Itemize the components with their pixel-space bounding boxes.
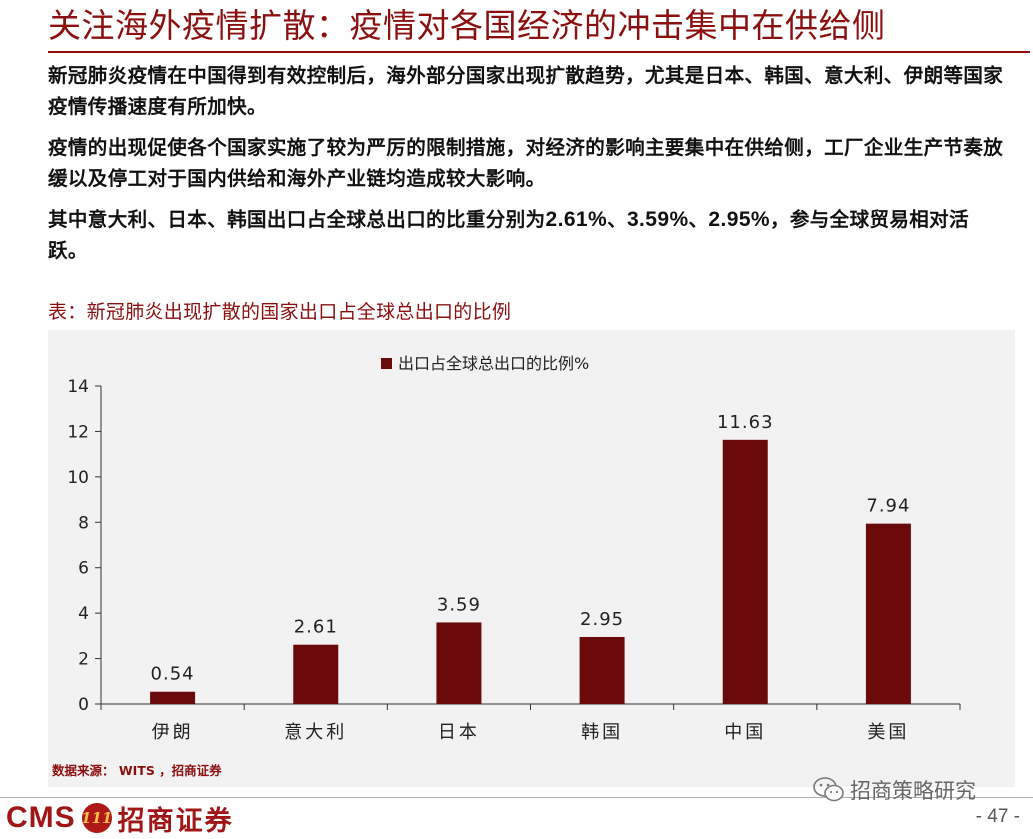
wechat-icon (813, 777, 844, 802)
bar-6 (865, 523, 911, 704)
source-note: 数据来源： WITS ，招商证券 (52, 763, 222, 778)
bar-chart: 0 2 4 6 8 10 12 14 0.54 伊朗 2.61 意大利 3.59 日本 2.95 韩国 11.6… (67, 354, 961, 743)
page-title: 关注海外疫情扩散：疫情对各国经济的冲击集中在供给侧 (48, 6, 886, 45)
category-label: 意大利 (284, 722, 347, 743)
data-label: 7.94 (866, 496, 910, 517)
separator-1: 、 (607, 208, 627, 231)
data-label: 11.63 (717, 412, 774, 433)
title-underline (48, 51, 1030, 53)
paragraph-2: 疫情的出现促使各个国家实施了较为严厉的限制措施，对经济的影响主要集中在供给侧，工… (48, 136, 1004, 190)
logo-seal-icon: 111 (81, 803, 112, 833)
category-label: 中国 (724, 722, 766, 743)
legend-label: 出口占全球总出口的比例% (398, 354, 589, 373)
bar-1 (150, 691, 196, 704)
japan-share-value: 3.59% (626, 208, 689, 231)
cms-logo: CMS 111 招商证券 (6, 798, 234, 838)
data-label: 2.95 (580, 609, 624, 630)
y-tick-label: 12 (67, 422, 89, 442)
bar-5 (722, 439, 768, 704)
footer-divider (0, 797, 1033, 798)
logo-company-name: 招商证券 (117, 805, 234, 837)
table-caption: 表：新冠肺炎出现扩散的国家出口占全球总出口的比例 (48, 301, 512, 323)
logo-cms-text: CMS (6, 801, 76, 834)
paragraph-1: 新冠肺炎疫情在中国得到有效控制后，海外部分国家出现扩散趋势，尤其是日本、韩国、意… (48, 64, 1004, 118)
y-tick-label: 10 (67, 468, 89, 488)
category-label: 伊朗 (152, 722, 194, 743)
y-tick-label: 6 (78, 559, 89, 579)
data-label: 2.61 (294, 617, 338, 638)
wechat-watermark: 招商策略研究 (812, 775, 976, 805)
separator-2: 、 (688, 208, 709, 231)
category-label: 日本 (438, 722, 480, 743)
y-tick-label: 0 (78, 695, 89, 715)
category-label: 美国 (867, 722, 909, 743)
paragraph-3: 其中意大利、日本、韩国出口占全球总出口的比重分别为2.61%、3.59%、2.9… (48, 204, 1008, 266)
chart-panel: 0 2 4 6 8 10 12 14 0.54 伊朗 2.61 意大利 3.59 日本 2.95 韩国 11.6… (48, 330, 1015, 787)
data-label: 0.54 (151, 664, 195, 685)
legend-swatch (381, 358, 392, 369)
page-number: - 47 - (975, 806, 1020, 827)
data-label: 3.59 (437, 594, 481, 615)
bar-2 (293, 644, 339, 704)
watermark-text: 招商策略研究 (850, 779, 976, 803)
paragraph-3-suffix: ，参与全球贸易相对活跃。 (48, 208, 969, 262)
y-tick-label: 4 (78, 604, 89, 624)
bar-3 (436, 622, 482, 704)
y-tick-label: 14 (67, 377, 89, 397)
korea-share-value: 2.95% (708, 208, 770, 231)
category-label: 韩国 (581, 722, 623, 743)
bar-4 (579, 636, 625, 704)
y-tick-label: 2 (78, 650, 89, 670)
paragraph-3-prefix: 其中意大利、日本、韩国出口占全球总出口的比重分别为 (48, 208, 546, 231)
y-tick-label: 8 (78, 513, 89, 533)
italy-share-value: 2.61% (545, 208, 608, 231)
